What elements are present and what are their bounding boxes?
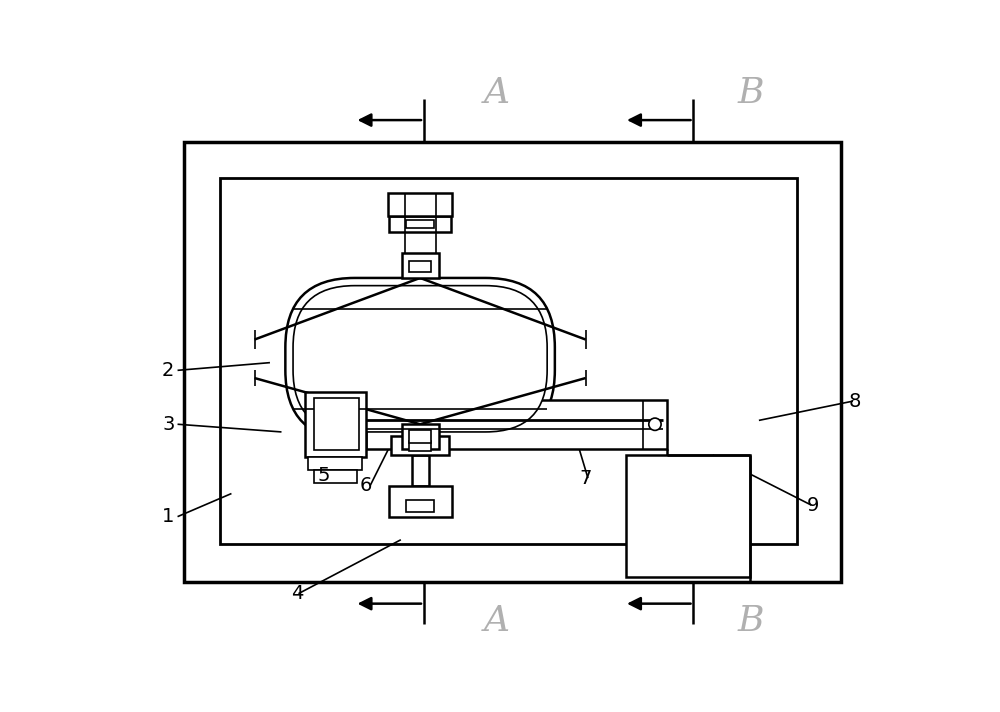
Bar bbox=[308, 456, 362, 471]
Bar bbox=[409, 441, 431, 451]
Bar bbox=[389, 486, 452, 517]
Bar bbox=[406, 220, 434, 228]
Bar bbox=[388, 193, 452, 216]
Text: 2: 2 bbox=[162, 361, 174, 379]
Bar bbox=[391, 436, 449, 455]
Text: 4: 4 bbox=[291, 584, 303, 603]
Text: 9: 9 bbox=[807, 496, 819, 515]
Bar bbox=[402, 253, 439, 278]
Text: A: A bbox=[484, 76, 510, 110]
Bar bbox=[409, 430, 431, 443]
Text: 1: 1 bbox=[162, 507, 174, 526]
Bar bbox=[305, 392, 366, 456]
Bar bbox=[366, 399, 666, 449]
Bar bbox=[402, 424, 439, 449]
Text: A: A bbox=[484, 604, 510, 637]
Text: 8: 8 bbox=[849, 392, 861, 411]
Bar bbox=[626, 455, 750, 577]
FancyBboxPatch shape bbox=[285, 278, 555, 439]
Circle shape bbox=[649, 418, 661, 430]
Text: 5: 5 bbox=[318, 466, 330, 486]
Bar bbox=[314, 471, 357, 483]
Text: 3: 3 bbox=[162, 414, 174, 434]
Bar bbox=[184, 142, 841, 582]
Text: B: B bbox=[738, 604, 764, 637]
Text: 7: 7 bbox=[579, 468, 592, 488]
FancyBboxPatch shape bbox=[293, 286, 547, 432]
Bar bbox=[409, 261, 431, 272]
Bar bbox=[412, 455, 429, 486]
Bar bbox=[314, 398, 359, 451]
Text: B: B bbox=[738, 76, 764, 110]
Bar bbox=[389, 216, 451, 231]
Text: 6: 6 bbox=[360, 476, 372, 496]
Bar bbox=[406, 500, 434, 512]
Bar bbox=[220, 178, 797, 543]
